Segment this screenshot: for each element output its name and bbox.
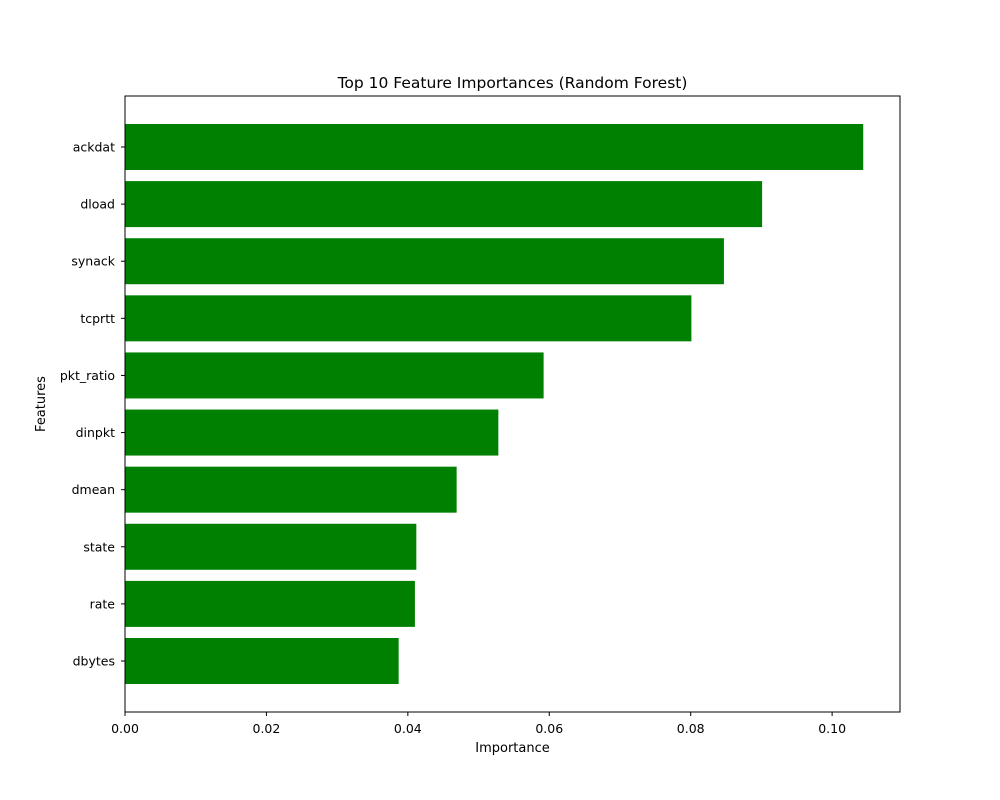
bar-tcprtt xyxy=(125,295,692,342)
x-axis-label: Importance xyxy=(475,741,550,756)
x-tick-label: 0.00 xyxy=(111,721,139,736)
bars-layer xyxy=(125,124,864,684)
bar-pkt-ratio xyxy=(125,352,544,399)
x-tick-label: 0.10 xyxy=(818,721,846,736)
chart-title: Top 10 Feature Importances (Random Fores… xyxy=(337,74,688,92)
y-tick-label: state xyxy=(83,539,115,554)
y-tick-label: synack xyxy=(71,254,115,269)
y-tick-label: dbytes xyxy=(73,654,115,669)
y-tick-label: dload xyxy=(80,197,115,212)
y-tick-label: dinpkt xyxy=(76,425,116,440)
x-tick-label: 0.08 xyxy=(677,721,705,736)
bar-ackdat xyxy=(125,124,864,170)
x-tick-label: 0.04 xyxy=(394,721,422,736)
bar-synack xyxy=(125,238,724,285)
x-axis-ticks: 0.00 0.02 0.04 0.06 0.08 0.10 xyxy=(111,712,846,736)
bar-dmean xyxy=(125,466,457,513)
bar-rate xyxy=(125,580,415,627)
y-tick-label: dmean xyxy=(72,482,115,497)
y-tick-label: pkt_ratio xyxy=(60,368,115,383)
x-tick-label: 0.02 xyxy=(253,721,281,736)
y-tick-label: tcprtt xyxy=(80,311,115,326)
y-tick-label: rate xyxy=(90,596,116,611)
y-tick-label: ackdat xyxy=(73,140,115,155)
bar-dload xyxy=(125,181,763,228)
bar-dbytes xyxy=(125,638,399,684)
x-tick-label: 0.06 xyxy=(535,721,563,736)
plot-frame xyxy=(124,95,901,713)
y-axis-label: Features xyxy=(34,376,49,432)
bar-dinpkt xyxy=(125,409,499,456)
bar-state xyxy=(125,523,417,570)
